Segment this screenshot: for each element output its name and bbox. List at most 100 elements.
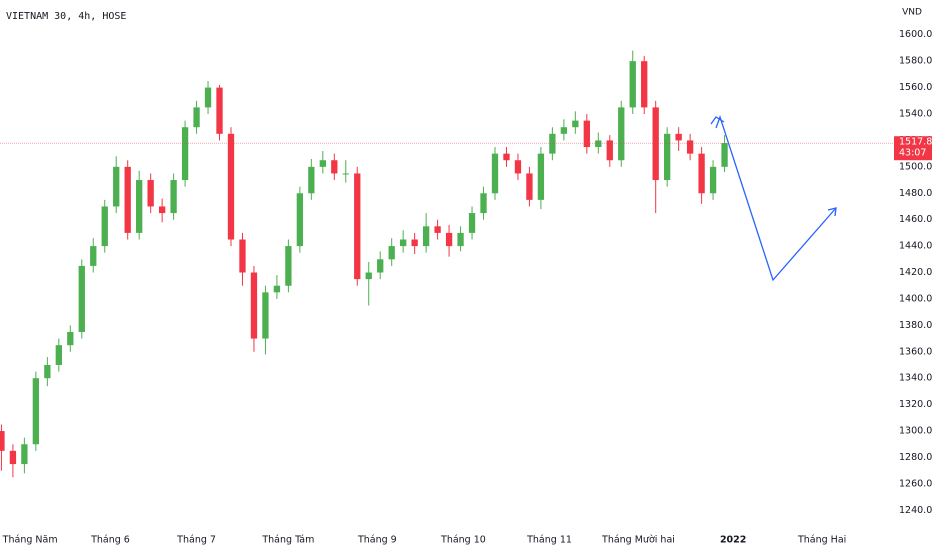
- y-tick-label: 1400.00: [899, 293, 932, 304]
- x-tick-label: 2022: [720, 535, 746, 546]
- candle-body: [90, 246, 97, 266]
- y-tick-label: 1500.00: [899, 161, 932, 172]
- currency-box: [900, 4, 926, 20]
- y-tick-label: 1360.00: [899, 346, 932, 357]
- candle-body: [664, 133, 671, 181]
- y-tick-label: 1440.00: [899, 241, 932, 252]
- candle-body: [491, 153, 499, 194]
- y-tick-label: 1580.00: [899, 56, 932, 67]
- candle-body: [365, 272, 372, 280]
- candle-body: [675, 133, 682, 141]
- candle-body: [572, 120, 579, 128]
- candle-body: [434, 226, 441, 233]
- candle-body: [595, 140, 602, 148]
- last-price-label: 1517.89: [899, 137, 932, 148]
- candle-body: [606, 140, 613, 161]
- drawing-arrow: [710, 115, 837, 282]
- candle-body: [101, 206, 108, 247]
- y-tick-label: 1540.00: [899, 109, 932, 120]
- candle-body: [124, 166, 131, 233]
- candle-body: [204, 87, 212, 108]
- candle-body: [9, 450, 17, 465]
- candle-body: [537, 153, 545, 200]
- candle-body: [583, 120, 590, 148]
- candle-body: [170, 180, 177, 214]
- y-tick-label: 1340.00: [899, 373, 932, 384]
- candle-body: [262, 292, 269, 339]
- y-tick-label: 1460.00: [899, 214, 932, 225]
- plot-area: [0, 50, 728, 478]
- candle-body: [181, 127, 189, 181]
- x-tick-label: Tháng 7: [176, 535, 216, 546]
- candle-body: [560, 127, 568, 134]
- x-tick-label: Tháng 6: [90, 535, 130, 546]
- x-tick-label: Tháng Năm: [2, 535, 58, 546]
- candle-body: [400, 239, 407, 247]
- candle-body: [618, 107, 625, 161]
- candle-body: [285, 246, 292, 286]
- candle-body: [136, 180, 143, 233]
- y-tick-label: 1420.00: [899, 267, 932, 278]
- candle-body: [308, 166, 315, 194]
- candle-body: [67, 331, 74, 346]
- y-tick-label: 1320.00: [899, 399, 932, 410]
- candle-body: [319, 160, 326, 167]
- x-tick-label: Tháng 11: [526, 535, 572, 546]
- x-tick-label: Tháng 10: [440, 535, 486, 546]
- candle-body: [147, 180, 154, 207]
- candle-body: [629, 61, 636, 108]
- candle-body: [388, 246, 395, 260]
- candle-body: [445, 232, 453, 247]
- candle-body: [216, 87, 223, 134]
- candle-body: [331, 160, 338, 174]
- y-tick-label: 1280.00: [899, 452, 932, 463]
- candle-body: [44, 364, 51, 379]
- candle-body: [411, 239, 418, 247]
- x-tick-label: Tháng Hai: [797, 535, 846, 546]
- candle-body: [78, 265, 85, 332]
- x-tick-label: Tháng 9: [357, 535, 397, 546]
- x-tick-label: Tháng Mười hai: [601, 535, 675, 546]
- y-tick-label: 1240.00: [899, 505, 932, 516]
- candle-body: [503, 153, 510, 161]
- candle-body: [422, 226, 430, 247]
- candle-body: [468, 213, 476, 233]
- chart-title: VIETNAM 30, 4h, HOSE: [6, 11, 126, 22]
- candle-body: [227, 133, 235, 240]
- candle-body: [549, 133, 556, 154]
- candle-body: [652, 107, 659, 181]
- candle-body: [342, 173, 349, 175]
- candle-body: [32, 378, 40, 445]
- candle-body: [377, 259, 384, 273]
- candle-body: [709, 166, 717, 194]
- candle-body: [55, 345, 62, 365]
- candle-body: [526, 173, 533, 200]
- candle-body: [250, 272, 258, 339]
- candle-body: [354, 173, 361, 280]
- countdown-label: 43:07: [899, 148, 926, 159]
- candle-body: [698, 153, 705, 194]
- y-tick-label: 1600.00: [899, 29, 932, 40]
- candle-body: [193, 107, 200, 128]
- candle-body: [113, 166, 120, 207]
- candle-body: [514, 160, 522, 174]
- y-tick-label: 1560.00: [899, 82, 932, 93]
- candle-body: [273, 285, 281, 293]
- y-tick-label: 1480.00: [899, 188, 932, 199]
- y-tick-label: 1260.00: [899, 478, 932, 489]
- y-tick-label: 1380.00: [899, 320, 932, 331]
- candle-body: [21, 444, 28, 465]
- currency: VND: [902, 8, 922, 18]
- last-price-box: [894, 136, 932, 161]
- candle-body: [158, 206, 166, 214]
- candle-body: [0, 431, 5, 451]
- candle-body: [457, 232, 464, 247]
- candle-body: [239, 239, 246, 273]
- candle-body: [721, 143, 728, 167]
- candle-body: [480, 193, 487, 214]
- x-tick-label: Tháng Tám: [261, 535, 314, 546]
- candle-body: [296, 193, 304, 247]
- candle-body: [686, 140, 694, 154]
